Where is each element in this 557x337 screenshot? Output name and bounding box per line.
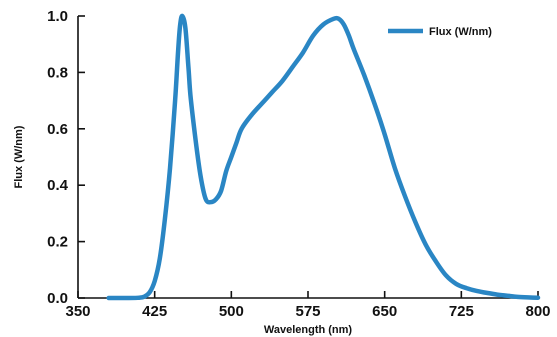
x-tick-label: 575: [295, 303, 320, 320]
x-tick-label: 500: [219, 303, 244, 320]
x-tick-label: 800: [525, 303, 550, 320]
legend: Flux (W/nm): [388, 26, 492, 38]
plot-series: [106, 13, 541, 301]
y-tick-label: 0.4: [47, 177, 69, 194]
y-tick-label: 0.2: [47, 234, 68, 251]
y-tick-label: 1.0: [47, 8, 68, 25]
series-line: [106, 13, 541, 301]
x-axis-title: Wavelength (nm): [264, 324, 353, 336]
y-axis: 0.0 0.2 0.4 0.6 0.8 1.0: [47, 8, 85, 307]
y-tick-label: 0.6: [47, 121, 68, 138]
y-tick-label: 0.0: [47, 290, 68, 307]
legend-label: Flux (W/nm): [429, 26, 492, 38]
x-tick-label: 725: [449, 303, 474, 320]
x-tick-label: 350: [65, 303, 90, 320]
x-tick-label: 650: [372, 303, 397, 320]
x-tick-label: 425: [142, 303, 167, 320]
y-tick-label: 0.8: [47, 64, 68, 81]
y-axis-title: Flux (W/nm): [13, 125, 25, 188]
x-axis: 350 425 500 575 650 725 800: [65, 291, 551, 320]
